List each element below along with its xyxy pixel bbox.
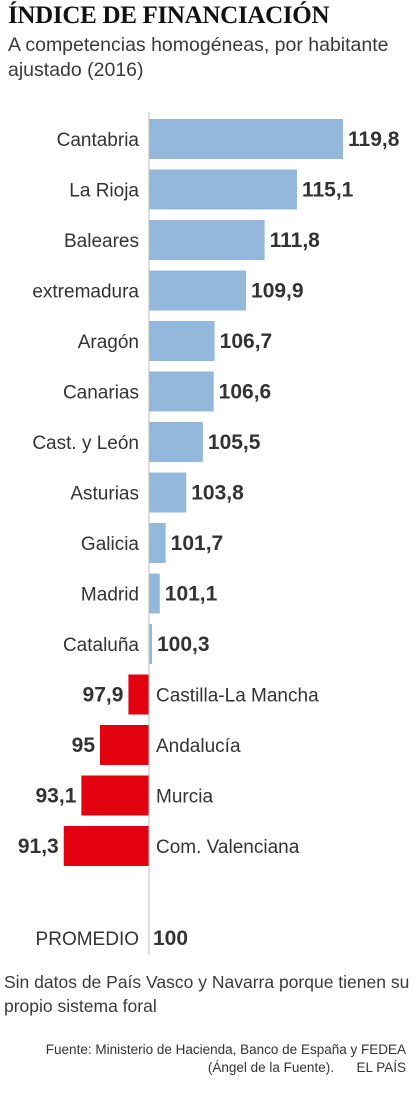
category-label: La Rioja [69, 181, 139, 202]
data-label: 91,3 [18, 835, 59, 858]
bar [128, 674, 149, 715]
data-label: 103,8 [191, 482, 244, 505]
data-label: 95 [72, 734, 96, 757]
average-value: 100 [153, 927, 188, 950]
bar [149, 270, 247, 311]
footnote: Sin datos de País Vasco y Navarra porque… [4, 972, 410, 1016]
bar [149, 624, 152, 664]
category-label: Murcia [156, 787, 213, 808]
category-label: Com. Valenciana [156, 837, 300, 858]
data-label: 106,7 [220, 330, 273, 353]
source-line: Fuente: Ministerio de Hacienda, Banco de… [6, 1041, 406, 1077]
data-label: 101,1 [165, 583, 218, 606]
bar [149, 220, 265, 260]
category-label: extremadura [32, 282, 139, 303]
bar [149, 169, 297, 210]
category-label: Cast. y León [32, 433, 139, 454]
category-label: Cantabria [57, 130, 140, 151]
category-label: Galicia [81, 534, 140, 555]
category-label: Castilla-La Mancha [156, 686, 319, 707]
data-label: 119,8 [348, 128, 400, 151]
category-label: Cataluña [63, 635, 139, 656]
bar [149, 119, 344, 159]
bar [149, 472, 187, 513]
data-label: 109,9 [251, 280, 304, 303]
bar [149, 371, 214, 412]
category-label: Aragón [78, 332, 139, 353]
data-label: 93,1 [36, 785, 77, 808]
data-label: 106,6 [219, 381, 272, 404]
credit-text: EL PAÍS [356, 1060, 406, 1075]
data-label: 97,9 [83, 684, 124, 707]
bar [63, 826, 149, 866]
average-label: PROMEDIO [36, 929, 139, 950]
data-label: 101,7 [171, 532, 224, 555]
data-label: 115,1 [302, 179, 354, 202]
bar [100, 725, 149, 765]
bar [149, 523, 166, 563]
data-label: 100,3 [157, 633, 210, 656]
category-label: Baleares [64, 231, 139, 252]
category-label: Andalucía [156, 736, 241, 757]
data-label: 111,8 [270, 229, 321, 252]
source-text: Fuente: Ministerio de Hacienda, Banco de… [45, 1042, 406, 1075]
category-label: Asturias [70, 484, 139, 505]
bar [81, 775, 149, 816]
bar [149, 573, 160, 614]
bar-chart: Cantabria 119,8 La Rioja 115,1 Baleares 111,8… [18, 112, 400, 955]
chart-subtitle: A competencias homogéneas, por habitante… [8, 34, 389, 81]
chart-title: ÍNDICE DE FINANCIACIÓN [8, 2, 330, 29]
category-label: Madrid [81, 585, 139, 606]
category-label: Canarias [63, 383, 139, 404]
bar [149, 422, 203, 462]
bar [149, 321, 215, 361]
data-label: 105,5 [208, 431, 261, 454]
